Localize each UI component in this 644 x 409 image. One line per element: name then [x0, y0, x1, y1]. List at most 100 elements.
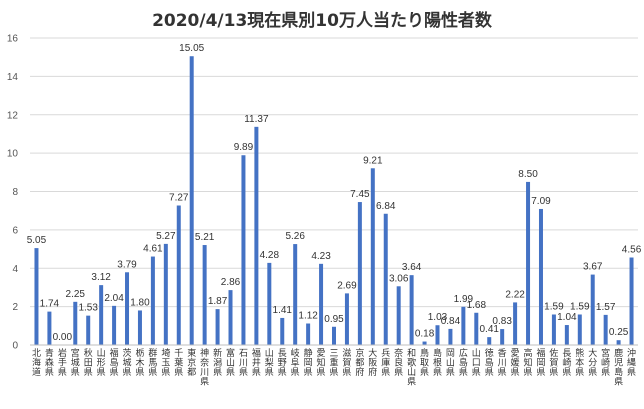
x-category-label: 石川県 — [239, 349, 248, 378]
bar — [526, 181, 531, 345]
x-category-label: 岩手県 — [58, 347, 67, 378]
bar-value-label: 0.41 — [479, 324, 499, 335]
bar-value-label: 9.89 — [234, 142, 254, 153]
bar — [34, 248, 39, 345]
y-tick-label: 8 — [12, 187, 18, 198]
y-tick-label: 12 — [7, 110, 19, 121]
y-axis-ticks: 0 2 4 6 8 10 12 14 16 — [7, 34, 19, 352]
x-category-label: 福井県 — [252, 347, 261, 378]
bar-value-labels: 5.05 1.74 0.00 2.25 1.53 3.12 2.04 3.79 1.80 4.61… — [27, 43, 642, 343]
y-tick-label: 2 — [12, 302, 18, 313]
bar-value-label: 5.05 — [27, 235, 47, 246]
bar — [344, 293, 349, 345]
x-category-label: 広島県 — [459, 347, 468, 378]
x-category-label: 福岡県 — [536, 347, 545, 378]
x-category-label: 山梨県 — [265, 348, 274, 378]
bar — [267, 262, 272, 345]
y-tick-label: 14 — [7, 72, 19, 83]
x-category-label: 佐賀県 — [549, 347, 558, 378]
x-category-label: 徳島県 — [485, 347, 494, 378]
bars — [34, 56, 634, 346]
bar-value-label: 2.69 — [337, 280, 357, 291]
bar — [73, 301, 78, 345]
bar — [99, 285, 104, 345]
y-tick-label: 4 — [12, 264, 18, 275]
x-category-label: 千葉県 — [174, 348, 183, 378]
bar — [422, 341, 427, 345]
x-category-label: 静岡県 — [304, 347, 313, 378]
x-category-label: 群馬県 — [148, 347, 157, 378]
x-category-label: 長崎県 — [562, 348, 571, 378]
bar-value-label: 5.26 — [285, 231, 305, 242]
x-category-label: 島根県 — [433, 347, 442, 378]
bar-value-label: 0.25 — [609, 327, 629, 338]
bar — [47, 311, 52, 345]
bar-value-label: 5.21 — [195, 232, 215, 243]
bar-value-label: 3.67 — [583, 262, 603, 273]
bar — [189, 56, 194, 346]
bar — [125, 272, 130, 345]
x-category-label: 栃木県 — [135, 347, 144, 378]
x-category-label: 長野県 — [278, 348, 287, 378]
bar — [332, 326, 336, 345]
bar — [590, 274, 595, 345]
bar — [293, 244, 298, 345]
bar-value-label: 0.95 — [324, 314, 344, 325]
bar — [500, 329, 505, 345]
bar-value-label: 0.83 — [492, 316, 512, 327]
bar-value-label: 1.87 — [208, 296, 228, 307]
bar — [409, 275, 414, 345]
bar — [513, 302, 518, 345]
bar-value-label: 1.03 — [428, 312, 448, 323]
bar — [370, 168, 375, 345]
bar-value-label: 3.06 — [389, 273, 409, 284]
chart-title: 2020/4/13現在県別10万人当たり陽性者数 — [152, 11, 492, 31]
bar — [202, 245, 207, 345]
bar — [112, 305, 117, 345]
bar-value-label: 0.18 — [415, 329, 435, 340]
bar-value-label: 4.28 — [260, 250, 280, 261]
x-category-label: 秋田県 — [84, 347, 93, 378]
bar-value-label: 6.84 — [376, 201, 396, 212]
bar-value-label: 1.04 — [557, 312, 577, 323]
bar-value-label: 4.23 — [311, 251, 331, 262]
bar-value-label: 9.21 — [363, 155, 383, 166]
bar — [280, 317, 285, 345]
x-category-label: 山口県 — [472, 348, 481, 378]
y-tick-label: 0 — [12, 341, 18, 352]
bar — [306, 323, 311, 345]
x-category-label: 香川県 — [498, 348, 507, 378]
x-category-label: 山形県 — [97, 348, 106, 378]
x-category-label: 愛媛県 — [511, 347, 520, 378]
bar-value-label: 3.12 — [91, 272, 111, 283]
bar — [319, 263, 324, 345]
bar-value-label: 1.12 — [298, 311, 318, 322]
x-category-label: 高知県 — [524, 347, 533, 378]
bar-value-label: 2.25 — [66, 289, 86, 300]
bar — [564, 325, 569, 345]
x-category-label: 北海道 — [32, 348, 41, 378]
bar-value-label: 7.27 — [169, 193, 189, 204]
bar — [137, 310, 142, 345]
x-category-label: 富山県 — [226, 347, 235, 378]
bar — [474, 312, 479, 345]
bar — [396, 286, 401, 345]
bar — [86, 315, 91, 345]
x-category-label: 青森県 — [45, 347, 54, 378]
bar — [176, 205, 181, 345]
bar — [435, 325, 440, 345]
bar — [616, 340, 621, 345]
bar-value-label: 2.86 — [221, 277, 241, 288]
bar-value-label: 1.59 — [570, 301, 590, 312]
bar-value-label: 1.99 — [454, 294, 474, 305]
bar — [577, 314, 582, 345]
y-tick-label: 16 — [7, 34, 19, 45]
bar — [228, 290, 233, 345]
x-category-label: 兵庫県 — [381, 347, 390, 378]
bar — [629, 257, 634, 345]
bar-value-label: 11.37 — [244, 114, 269, 125]
bar — [241, 155, 246, 345]
bar — [150, 256, 155, 345]
bar-value-label: 7.45 — [350, 189, 370, 200]
